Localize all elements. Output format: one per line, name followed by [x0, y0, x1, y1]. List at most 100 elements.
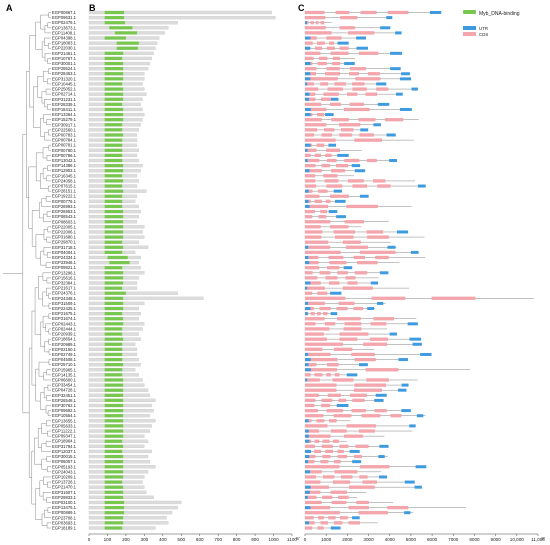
myb-domain — [104, 138, 123, 142]
utr-block — [404, 511, 411, 515]
cds-block — [317, 112, 324, 117]
cds-block — [326, 184, 343, 188]
cds-block — [330, 194, 349, 198]
utr-block — [429, 11, 442, 14]
protein-bar — [88, 516, 167, 520]
cds-block — [304, 388, 337, 392]
myb-domain — [104, 61, 124, 66]
gene-label: EGP10209.1 — [52, 474, 77, 479]
gene-label: EGP09631.1 — [52, 15, 77, 20]
utr-block — [360, 128, 369, 132]
gene-label: EGP31794.1 — [52, 444, 77, 449]
cds-block — [359, 475, 368, 479]
myb-domain — [104, 153, 123, 158]
cds-block — [347, 92, 358, 96]
cds-block — [340, 16, 358, 20]
cds-block — [334, 470, 358, 474]
cds-block — [375, 255, 389, 260]
myb-domain — [104, 357, 123, 362]
cds-block — [341, 475, 353, 479]
utr-block — [420, 352, 432, 356]
cds-block — [330, 490, 348, 494]
gene-label: EGP31718.1 — [52, 245, 77, 250]
cds-block — [359, 133, 374, 137]
gene-label: EGP08603.1 — [52, 219, 77, 224]
cds-block — [320, 82, 329, 86]
utr-block — [305, 261, 310, 265]
gene-label: EGP31680.1 — [52, 235, 77, 240]
utr-block — [349, 449, 360, 453]
gene-label: EGP13364.1 — [52, 112, 77, 117]
cds-block — [324, 322, 336, 326]
cds-block — [333, 230, 356, 234]
cds-block — [358, 51, 379, 55]
cds-block — [373, 179, 386, 183]
axis-tick-label: 600 — [196, 537, 204, 542]
cds-block — [304, 41, 313, 45]
cds-block — [330, 102, 341, 106]
gene-label: EGP15279.1 — [52, 117, 77, 122]
gene-label: EGP29833.1 — [52, 495, 77, 500]
utr-block — [305, 159, 308, 163]
utr-block — [415, 465, 427, 469]
utr-block — [367, 307, 375, 311]
cds-block — [321, 398, 333, 403]
cds-block — [322, 439, 330, 443]
cds-block — [358, 511, 388, 515]
cds-block — [342, 286, 373, 290]
cds-block — [331, 429, 347, 433]
gene-label: EGP32451.1 — [52, 393, 77, 398]
cds-block — [310, 21, 314, 25]
gene-label: EGP30015.1 — [52, 454, 77, 459]
cds-block — [304, 10, 325, 15]
cds-block — [369, 337, 388, 341]
cds-block — [332, 378, 354, 382]
cds-block — [339, 332, 369, 336]
cds-block — [326, 67, 340, 71]
cds-block — [304, 215, 313, 219]
cds-block — [304, 286, 325, 290]
cds-block — [338, 398, 346, 403]
cds-block — [304, 291, 313, 295]
cds-block — [324, 179, 339, 183]
protein-bar — [88, 21, 178, 25]
cds-block — [360, 10, 377, 15]
utr-block — [398, 358, 408, 362]
utr-block — [330, 291, 342, 295]
cds-block — [304, 409, 318, 413]
myb-domain — [104, 363, 124, 367]
utr-block — [352, 460, 362, 464]
cds-block — [304, 383, 337, 387]
cds-block — [304, 250, 341, 254]
gene-label: EGP24043.1 — [52, 469, 77, 474]
cds-block — [367, 235, 389, 239]
gene-label: EGP13726.1 — [52, 480, 77, 485]
cds-block — [304, 102, 322, 106]
cds-block — [317, 526, 324, 530]
cds-block — [304, 424, 328, 428]
gene-label: EGP21674.1 — [52, 316, 77, 321]
cds-block — [304, 414, 324, 418]
gene-label: EGP24058.1 — [52, 178, 77, 183]
utr-block — [305, 439, 310, 443]
myb-domain — [104, 373, 123, 377]
utr-block — [374, 398, 384, 402]
myb-domain — [104, 347, 123, 351]
axis-tick-label: 1000 — [268, 537, 279, 542]
utr-block — [305, 460, 309, 464]
protein-bar — [88, 511, 173, 515]
utr-block — [305, 189, 309, 193]
gene-label: EGP28453.1 — [52, 71, 77, 76]
cds-block — [316, 143, 325, 147]
gene-label: EGP16345.1 — [52, 173, 77, 178]
myb-domain — [104, 245, 124, 249]
axis-tick-label: 2000 — [342, 537, 353, 542]
gene-structure-panel — [304, 10, 534, 530]
protein-length-axis: 0 100 200 300 400 500 600 700 800 900 1000 1100 — [88, 533, 297, 542]
cds-block — [304, 87, 319, 91]
cds-block — [344, 158, 360, 163]
utr-block — [358, 363, 368, 367]
cds-block — [304, 444, 315, 448]
cds-block — [361, 414, 381, 418]
cds-block — [352, 87, 367, 91]
